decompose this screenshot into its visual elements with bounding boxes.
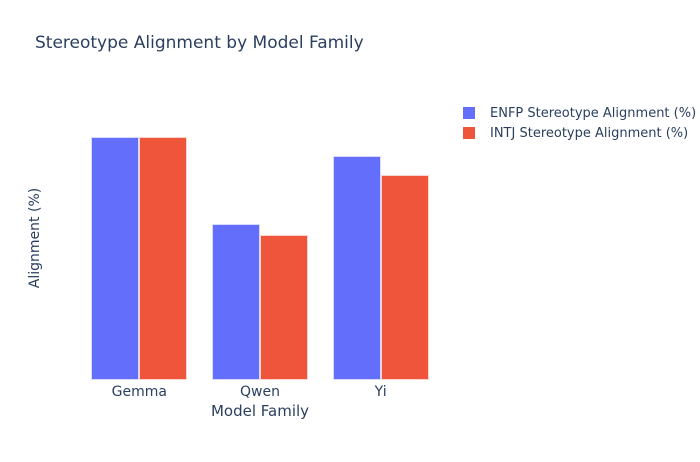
legend-item-intj[interactable]: INTJ Stereotype Alignment (%) — [463, 123, 696, 143]
x-tick-label-yi: Yi — [374, 384, 387, 400]
bar-qwen-enfp[interactable] — [212, 224, 260, 380]
legend-swatch-icon — [463, 127, 475, 139]
x-tick-label-qwen: Qwen — [240, 384, 280, 400]
bar-yi-intj[interactable] — [380, 174, 429, 380]
bar-yi-enfp[interactable] — [332, 156, 381, 380]
bar-group-yi — [332, 156, 429, 380]
legend-item-label: INTJ Stereotype Alignment (%) — [490, 125, 689, 141]
legend-item-label: ENFP Stereotype Alignment (%) — [490, 105, 697, 121]
plot-area — [79, 100, 441, 380]
bar-qwen-intj[interactable] — [260, 234, 308, 380]
bar-gemma-intj[interactable] — [139, 137, 188, 380]
bar-group-gemma — [91, 137, 188, 380]
legend-item-enfp[interactable]: ENFP Stereotype Alignment (%) — [463, 103, 696, 123]
y-axis-title: Alignment (%) — [27, 187, 43, 289]
bar-group-slot-gemma — [79, 100, 200, 380]
legend-swatch-icon — [463, 107, 475, 119]
x-tick-label-gemma: Gemma — [111, 384, 167, 400]
bar-group-slot-yi — [320, 100, 441, 380]
bar-group-qwen — [212, 224, 308, 380]
chart-title: Stereotype Alignment by Model Family — [35, 33, 364, 53]
bar-group-slot-qwen — [200, 100, 321, 380]
bar-gemma-enfp[interactable] — [91, 137, 140, 380]
x-axis-title: Model Family — [210, 402, 310, 420]
legend: ENFP Stereotype Alignment (%) INTJ Stereo… — [463, 103, 696, 143]
